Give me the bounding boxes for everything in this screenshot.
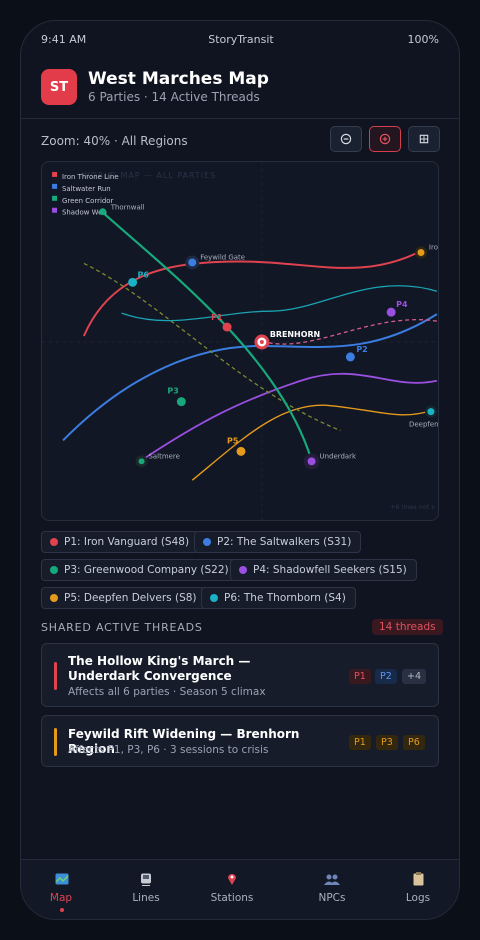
thread-tag: P3 — [376, 735, 398, 750]
party-label: P1 — [211, 313, 222, 322]
phone: 9:41 AM StoryTransit 100% ST West Marche… — [20, 20, 460, 920]
thread-card[interactable]: Feywild Rift Widening — Brenhorn Region … — [41, 715, 439, 767]
thread-tag: P1 — [349, 735, 371, 750]
chip-label: P2: The Saltwalkers (S31) — [217, 536, 352, 548]
party-label: P2 — [356, 345, 367, 354]
grid-button[interactable] — [408, 126, 440, 152]
party-marker[interactable] — [345, 352, 355, 362]
nav-icon — [324, 874, 340, 885]
thread-meta: Affects P1, P3, P6 · 3 sessions to crisi… — [68, 744, 269, 756]
nav-item[interactable]: Map — [49, 892, 73, 904]
chip-label: P4: Shadowfell Seekers (S15) — [253, 564, 407, 576]
party-chip[interactable]: P6: The Thornborn (S4) — [201, 587, 356, 609]
party-chip[interactable]: P1: Iron Vanguard (S48) — [41, 531, 200, 553]
party-marker[interactable] — [176, 397, 186, 407]
thread-card[interactable]: The Hollow King's March — Underdark Conv… — [41, 643, 439, 707]
watermark: WORLD MAP — ALL PARTIES — [82, 171, 216, 180]
nav-active-dot — [60, 908, 64, 912]
party-chip[interactable]: P4: Shadowfell Seekers (S15) — [230, 559, 417, 581]
legend-swatch — [52, 195, 58, 201]
legend-swatch — [52, 183, 58, 189]
station-hub-core — [259, 340, 264, 344]
station-label: Iro — [429, 244, 438, 252]
station[interactable] — [307, 457, 316, 466]
station[interactable] — [417, 249, 425, 256]
zoom-in-button[interactable] — [369, 126, 401, 152]
line-pink — [261, 319, 437, 345]
thread-accent — [54, 728, 57, 756]
station[interactable] — [99, 208, 107, 216]
nav-item[interactable]: Logs — [405, 892, 431, 904]
nav-icon — [141, 873, 151, 886]
station-label: BRENHORN — [270, 330, 320, 339]
chip-label: P1: Iron Vanguard (S48) — [64, 536, 190, 548]
line-teal — [121, 285, 438, 322]
thread-title: The Hollow King's March — Underdark Conv… — [68, 654, 251, 683]
section-heading: SHARED ACTIVE THREADS — [41, 621, 203, 634]
station-label: Feywild Gate — [200, 253, 245, 261]
nav-item[interactable]: Lines — [132, 892, 160, 904]
station-label: Underdark — [320, 452, 356, 460]
thread-accent — [54, 662, 57, 690]
legend-swatch — [52, 207, 58, 213]
thread-tag: P1 — [349, 669, 371, 684]
thread-tag: +4 — [402, 669, 427, 684]
party-marker[interactable] — [128, 277, 138, 287]
map-footnote: +6 lines not s — [390, 503, 435, 511]
line-blue — [62, 313, 438, 442]
nav-item[interactable]: NPCs — [318, 892, 346, 904]
party-chip[interactable]: P3: Greenwood Company (S22) — [41, 559, 239, 581]
logo: ST — [41, 69, 77, 105]
line-purple — [141, 372, 438, 462]
separator — [21, 118, 459, 119]
station[interactable] — [188, 258, 197, 267]
party-marker[interactable] — [222, 322, 232, 332]
legend-label: Green Corridor — [62, 197, 114, 205]
thread-title: Feywild Rift Widening — Brenhorn Region — [68, 727, 300, 756]
legend-label: Shadow Web — [62, 209, 107, 217]
legend-label: Iron Throne Line — [62, 173, 119, 181]
chip-label: P5: Deepfen Delvers (S8) — [64, 592, 197, 604]
status-time: 9:41 AM — [41, 33, 87, 46]
subtitle: 6 Parties · 14 Active Threads — [88, 90, 260, 104]
nav-icon — [413, 872, 424, 886]
legend-label: Saltwater Run — [62, 185, 111, 193]
nav-icon — [228, 874, 236, 885]
party-marker[interactable] — [236, 446, 246, 456]
nav-item[interactable]: Stations — [210, 892, 254, 904]
station-label: Thornwall — [110, 204, 145, 212]
thread-count: 14 threads — [372, 619, 443, 635]
party-label: P3 — [167, 387, 178, 396]
legend-swatch — [52, 171, 58, 177]
line-red — [82, 250, 421, 337]
station-label: Deepfen — [409, 421, 438, 429]
line-orange — [191, 404, 432, 481]
thread-meta: Affects all 6 parties · Season 5 climax — [68, 686, 266, 698]
station[interactable] — [427, 408, 435, 416]
station[interactable] — [138, 458, 145, 465]
station-label: Saltmere — [149, 452, 180, 460]
line-olive — [83, 262, 341, 432]
chip-label: P6: The Thornborn (S4) — [224, 592, 346, 604]
party-label: P5 — [227, 436, 238, 445]
map[interactable]: WORLD MAP — ALL PARTIES Iron Throne Line… — [41, 161, 439, 521]
party-chip[interactable]: P5: Deepfen Delvers (S8) — [41, 587, 207, 609]
status-battery: 100% — [407, 33, 439, 46]
title: West Marches Map — [88, 69, 269, 89]
zoom-out-button[interactable] — [330, 126, 362, 152]
zoom-label: Zoom: 40% · All Regions — [41, 134, 188, 148]
party-label: P4 — [396, 300, 408, 309]
chip-label: P3: Greenwood Company (S22) — [64, 564, 229, 576]
party-label: P6 — [138, 270, 150, 279]
party-marker[interactable] — [386, 307, 396, 317]
party-chip[interactable]: P2: The Saltwalkers (S31) — [194, 531, 362, 553]
thread-tag: P2 — [375, 669, 397, 684]
nav-icon — [55, 873, 69, 885]
status-app: StoryTransit — [208, 33, 274, 46]
bottom-nav: Map Lines Stations NPCs Logs — [21, 859, 459, 919]
thread-tag: P6 — [403, 735, 425, 750]
